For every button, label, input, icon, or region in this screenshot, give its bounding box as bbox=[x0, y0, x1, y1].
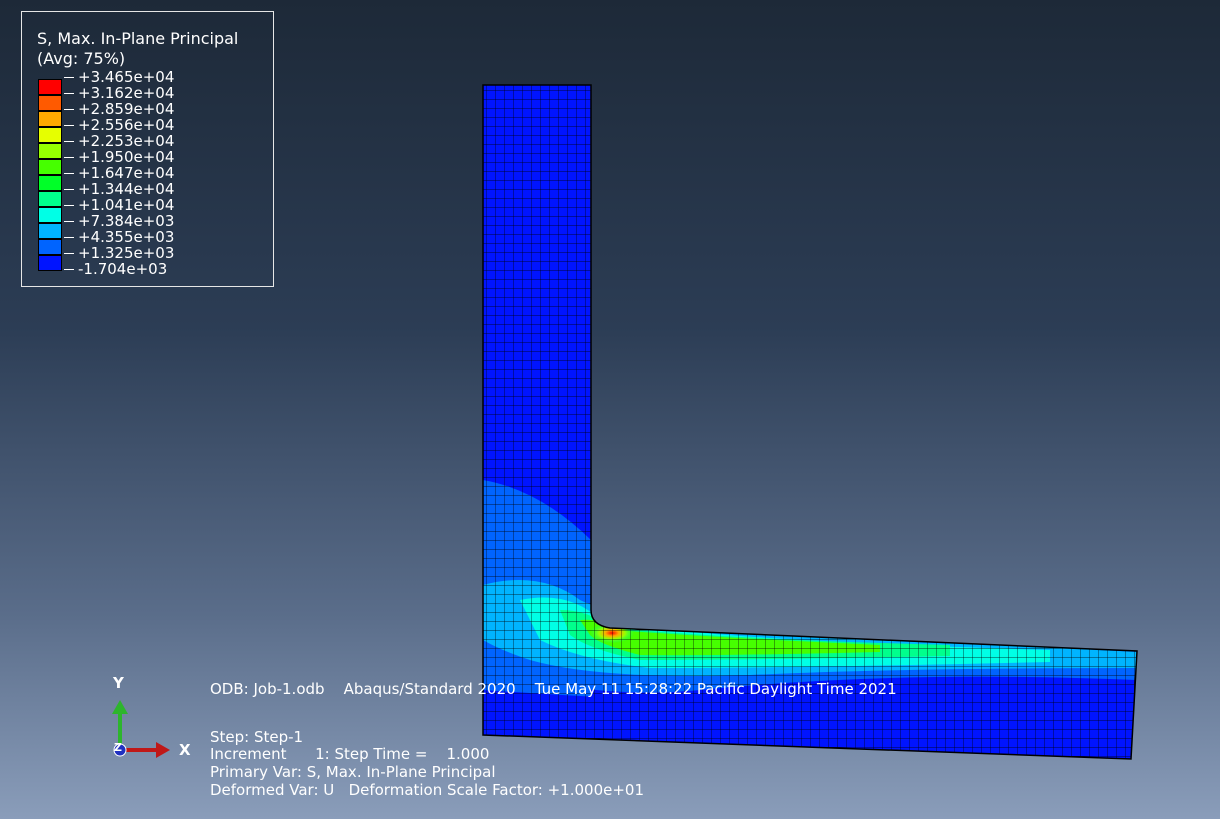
legend-value-label: +1.041e+04 bbox=[64, 197, 174, 213]
legend-swatch bbox=[38, 255, 62, 271]
legend-value-label: +3.465e+04 bbox=[64, 69, 174, 85]
coordinate-triad bbox=[112, 700, 170, 758]
legend-value-label: +2.556e+04 bbox=[64, 117, 174, 133]
primary-var-line: Primary Var: S, Max. In-Plane Principal bbox=[210, 763, 496, 781]
legend-swatch bbox=[38, 95, 62, 111]
legend-value-label: +1.344e+04 bbox=[64, 181, 174, 197]
step-info-line: Step: Step-1 bbox=[210, 728, 304, 746]
legend-subtitle: (Avg: 75%) bbox=[37, 49, 126, 68]
legend-value-label: +7.384e+03 bbox=[64, 213, 174, 229]
legend-swatch bbox=[38, 127, 62, 143]
legend-value-labels: +3.465e+04 +3.162e+04 +2.859e+04 +2.556e+04… bbox=[64, 69, 174, 277]
legend-value-label: +4.355e+03 bbox=[64, 229, 174, 245]
legend-swatch bbox=[38, 239, 62, 255]
legend-value-label: +1.647e+04 bbox=[64, 165, 174, 181]
triad-z-label: Z bbox=[114, 741, 122, 754]
legend-swatch bbox=[38, 111, 62, 127]
legend-value-label: +3.162e+04 bbox=[64, 85, 174, 101]
legend-value-label: -1.704e+03 bbox=[64, 261, 174, 277]
contour-legend: S, Max. In-Plane Principal (Avg: 75%) +3… bbox=[21, 11, 274, 287]
odb-info-line: ODB: Job-1.odb Abaqus/Standard 2020 Tue … bbox=[210, 680, 897, 698]
part-outline bbox=[482, 84, 1138, 760]
increment-info-line: Increment 1: Step Time = 1.000 bbox=[210, 745, 490, 763]
legend-value-label: +1.950e+04 bbox=[64, 149, 174, 165]
triad-y-label: Y bbox=[113, 674, 124, 692]
triad-x-label: X bbox=[179, 741, 191, 759]
legend-swatch bbox=[38, 175, 62, 191]
legend-value-label: +2.253e+04 bbox=[64, 133, 174, 149]
legend-swatch bbox=[38, 223, 62, 239]
legend-value-label: +2.859e+04 bbox=[64, 101, 174, 117]
legend-swatch bbox=[38, 159, 62, 175]
legend-color-scale bbox=[38, 79, 62, 271]
fe-part[interactable] bbox=[480, 80, 1150, 770]
legend-swatch bbox=[38, 143, 62, 159]
deformed-var-line: Deformed Var: U Deformation Scale Factor… bbox=[210, 781, 645, 799]
legend-swatch bbox=[38, 79, 62, 95]
legend-title: S, Max. In-Plane Principal bbox=[37, 29, 239, 48]
legend-swatch bbox=[38, 207, 62, 223]
legend-swatch bbox=[38, 191, 62, 207]
legend-value-label: +1.325e+03 bbox=[64, 245, 174, 261]
